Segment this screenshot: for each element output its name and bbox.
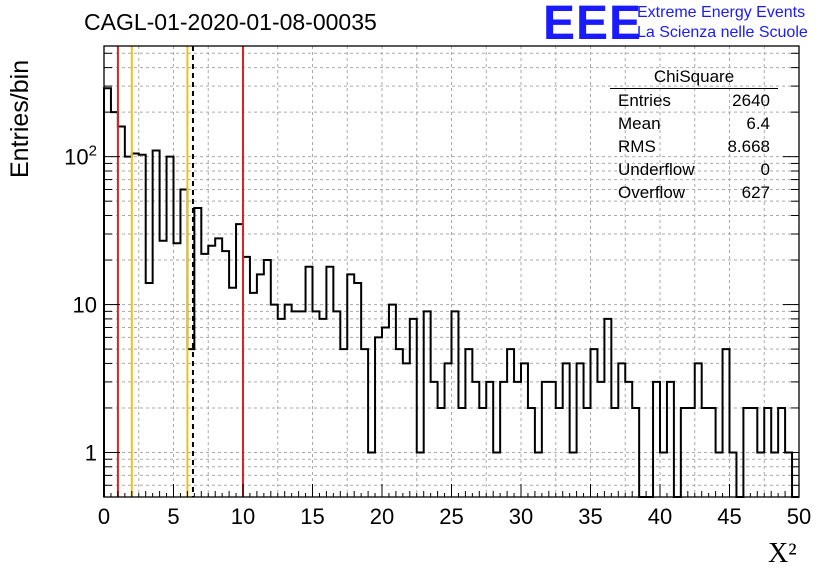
- x-tick-label: 10: [231, 504, 255, 529]
- stats-box: ChiSquare Entries 2640 Mean 6.4 RMS 8.668 U…: [610, 66, 778, 204]
- stats-row: Overflow 627: [610, 181, 778, 204]
- y-tick-label: 10: [73, 293, 97, 318]
- x-tick-label: 0: [98, 504, 110, 529]
- stats-value: 8.668: [727, 137, 770, 156]
- histogram-outline: [103, 87, 799, 498]
- histogram-series: [103, 87, 799, 498]
- x-axis-label: X²: [768, 538, 797, 569]
- y-axis-label: Entries/bin: [6, 59, 34, 178]
- x-tick-label: 5: [167, 504, 179, 529]
- x-tick-label: 20: [370, 504, 394, 529]
- stats-value: 6.4: [746, 114, 770, 133]
- x-tick-label: 40: [648, 504, 672, 529]
- eee-logo: EEE: [543, 0, 643, 50]
- x-tick-label: 35: [578, 504, 602, 529]
- logo-tagline-1: Extreme Energy Events: [637, 4, 806, 21]
- stats-value: 2640: [732, 91, 770, 110]
- y-axis: 1 10 102: [64, 52, 799, 486]
- stats-box-title: ChiSquare: [610, 66, 778, 89]
- stats-row: Entries 2640: [610, 89, 778, 112]
- stats-row: RMS 8.668: [610, 135, 778, 158]
- x-tick-label: 30: [509, 504, 533, 529]
- stats-value: 0: [760, 160, 770, 179]
- stats-row: Mean 6.4: [610, 112, 778, 135]
- reference-lines: [116, 46, 244, 497]
- x-axis: 0 5 10 15 20 25 30 35 40 45 50: [98, 484, 811, 529]
- grid-lines: [104, 46, 799, 497]
- stats-label: Overflow: [618, 183, 686, 202]
- stats-label: Underflow: [618, 160, 695, 179]
- stats-label: Entries: [618, 91, 671, 110]
- stats-value: 627: [741, 183, 770, 202]
- y-tick-exponent: 2: [89, 143, 97, 160]
- x-tick-label: 15: [300, 504, 324, 529]
- stats-row: Underflow 0: [610, 158, 778, 181]
- x-tick-label: 50: [787, 504, 811, 529]
- logo-tagline-2: La Scienza nelle Scuole: [637, 24, 808, 41]
- stats-label: Mean: [618, 114, 661, 133]
- y-tick-label: 1: [85, 440, 97, 465]
- plot-title: CAGL-01-2020-01-08-00035: [84, 9, 377, 35]
- x-tick-label: 45: [717, 504, 741, 529]
- stats-label: RMS: [618, 137, 656, 156]
- y-tick-label: 102: [64, 143, 97, 170]
- x-tick-label: 25: [439, 504, 463, 529]
